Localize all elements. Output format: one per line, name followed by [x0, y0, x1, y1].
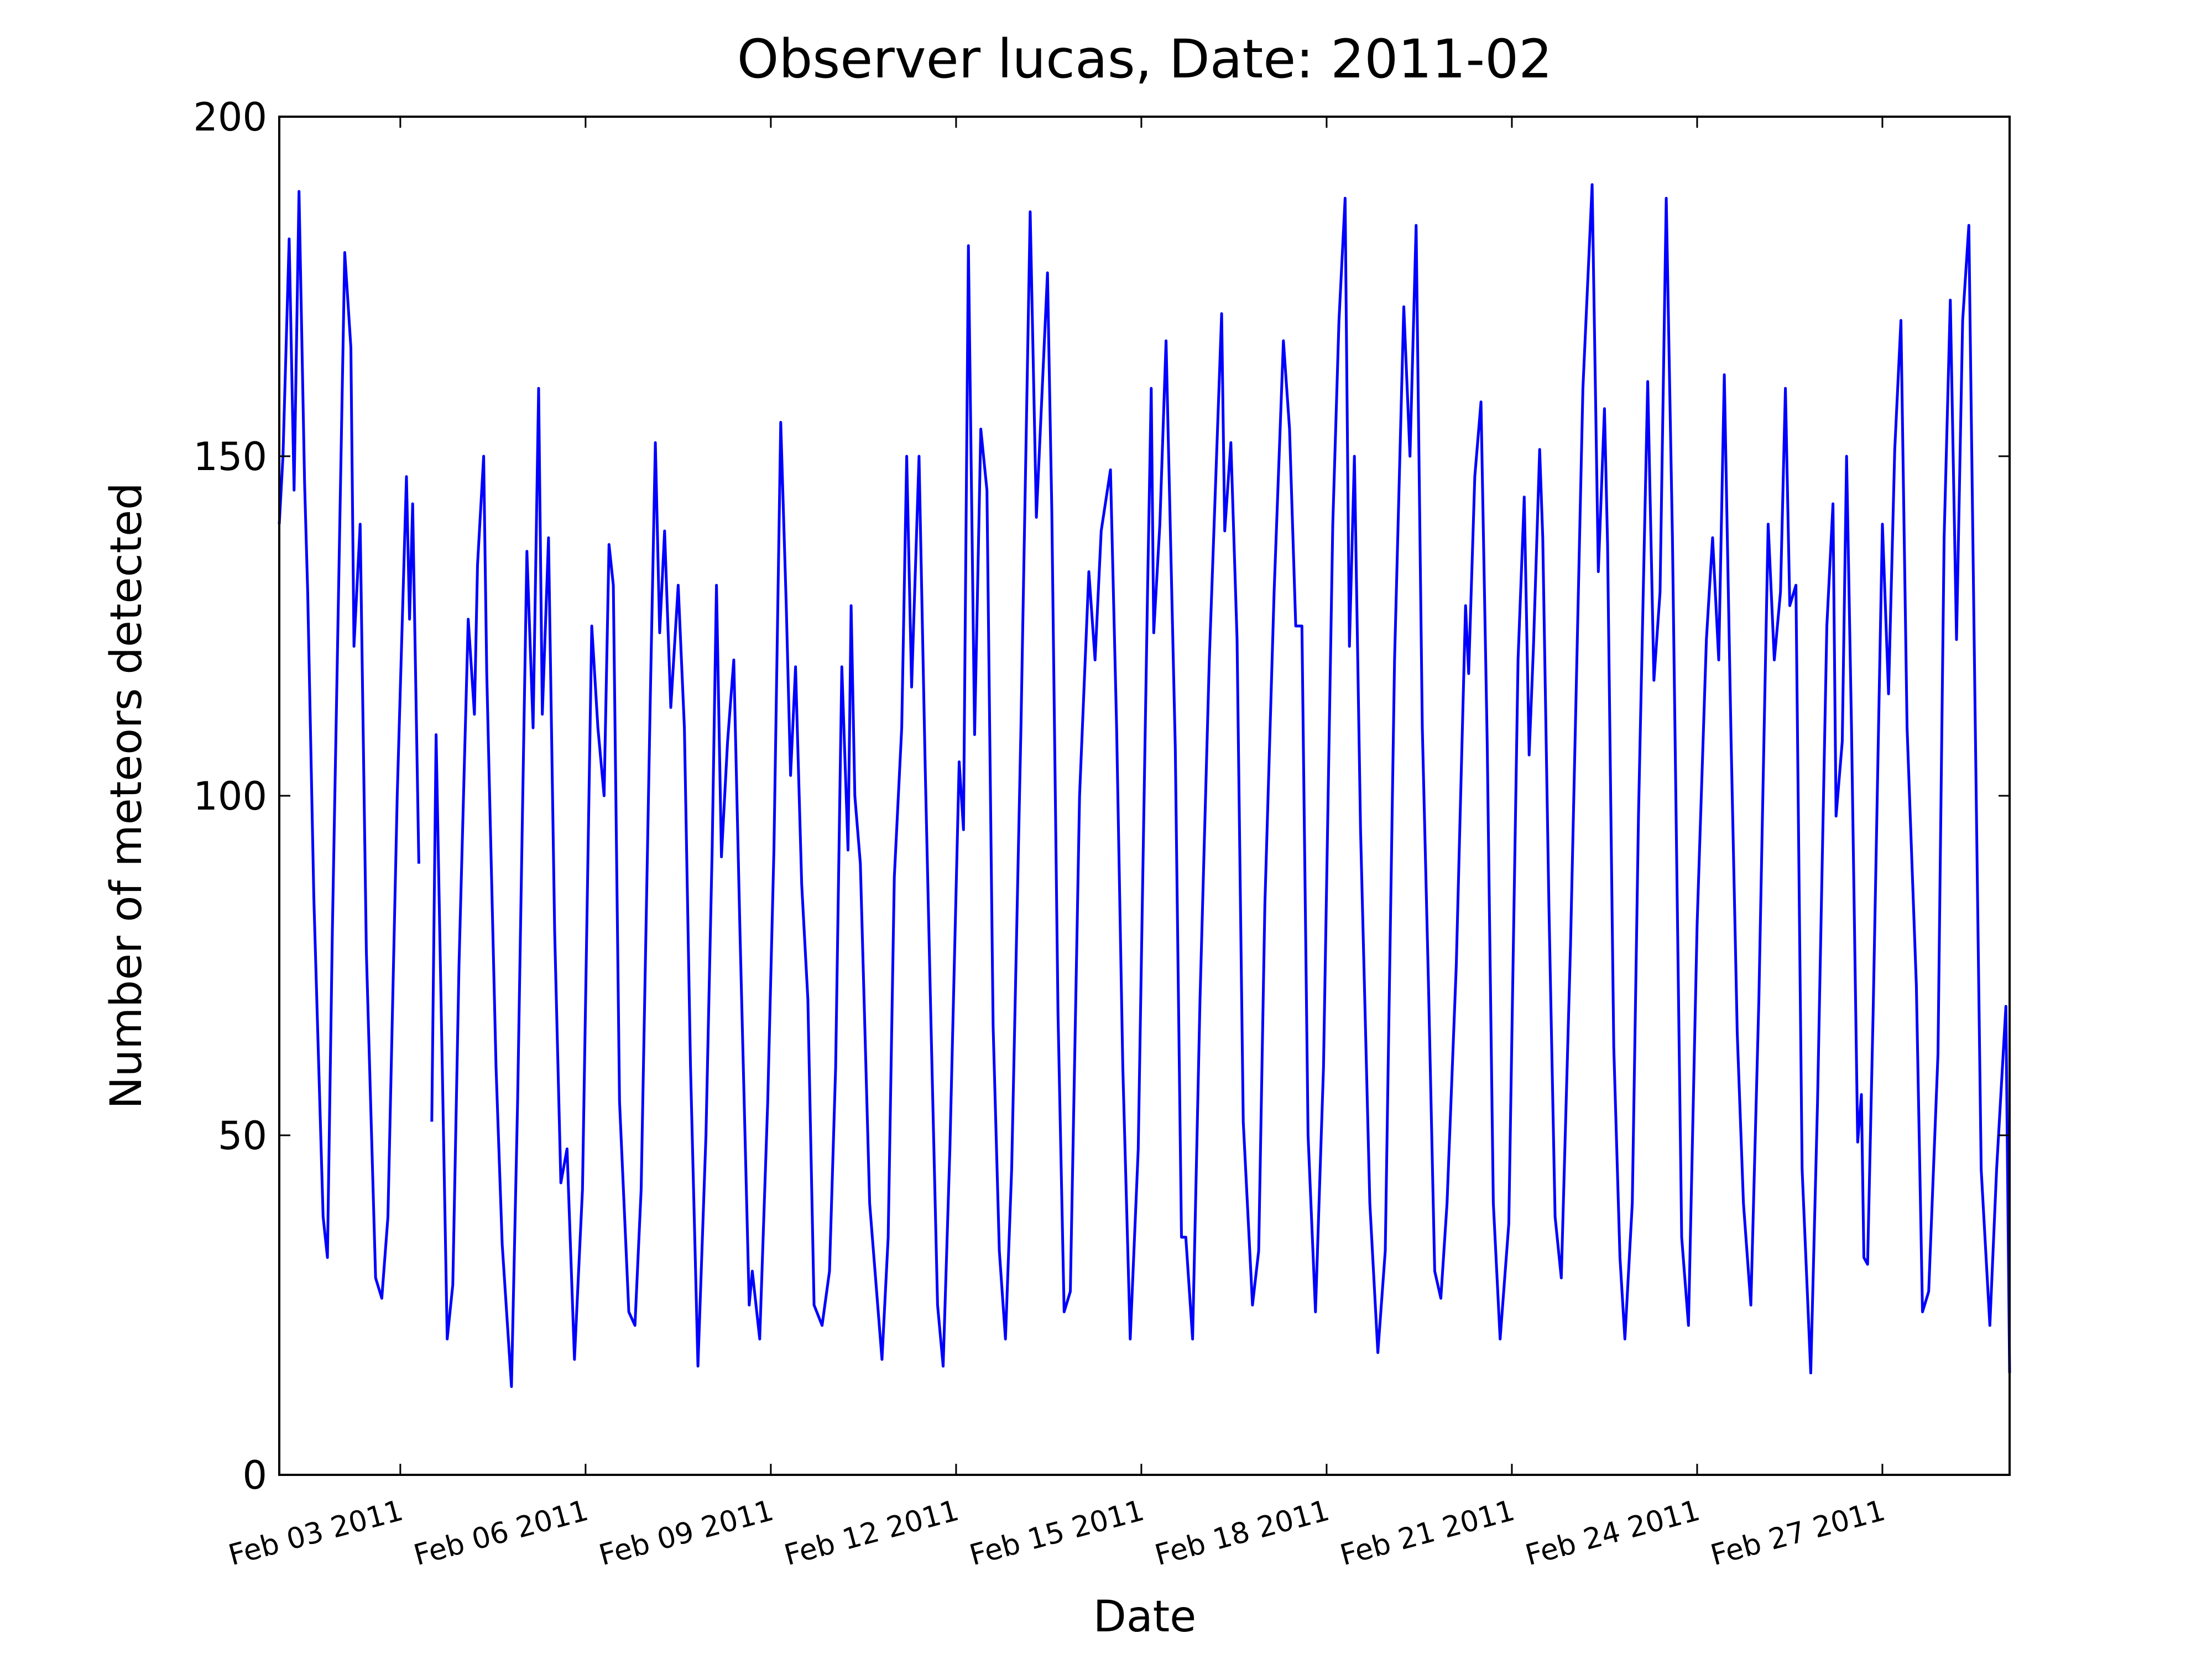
- y-tick-label: 200: [193, 95, 267, 140]
- y-tick-label: 150: [193, 434, 267, 479]
- y-tick-label: 100: [193, 774, 267, 819]
- y-tick-label: 50: [218, 1113, 267, 1159]
- data-line: [278, 183, 2011, 1388]
- y-tick-label: 0: [242, 1453, 267, 1498]
- chart-title: Observer lucas, Date: 2011-02: [737, 28, 1553, 90]
- y-axis-label: Number of meteors detected: [102, 483, 152, 1109]
- x-axis-label: Date: [1093, 1592, 1196, 1642]
